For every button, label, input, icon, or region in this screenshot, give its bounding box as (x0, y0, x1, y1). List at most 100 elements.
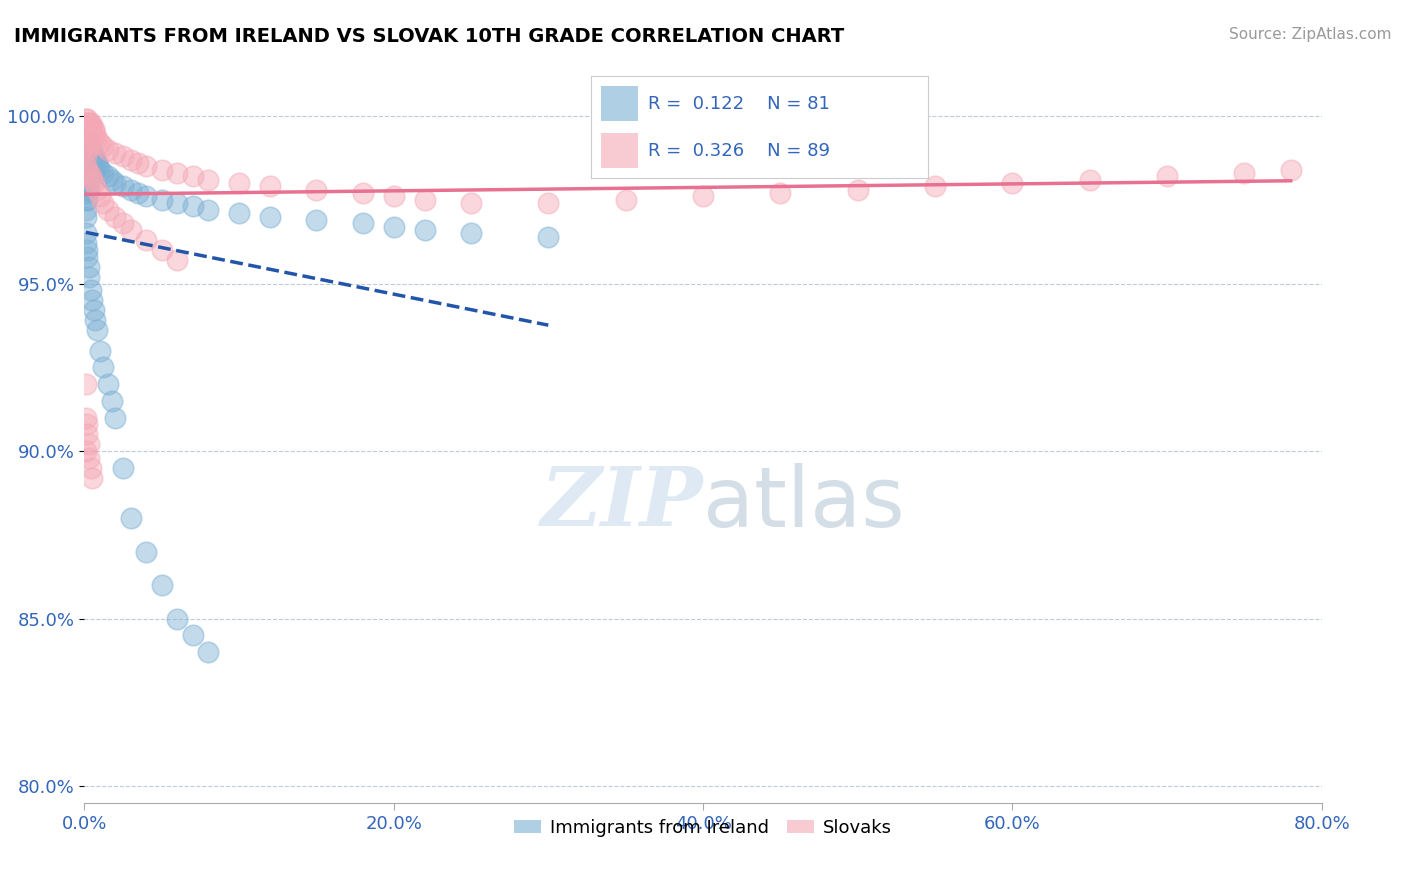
Point (79, 119, 101, 133)
Point (96, 169, 118, 184)
Point (120, 223, 142, 237)
Point (76, 129, 98, 144)
Point (197, 202, 219, 217)
Point (259, 179, 281, 194)
Point (83, 159, 105, 173)
Point (83, 129, 105, 144)
Point (75, 210, 97, 224)
Point (305, 212, 328, 227)
Point (75, 156, 97, 170)
Point (75, 143, 97, 157)
Point (84, 153, 107, 167)
Point (83, 303, 105, 318)
Point (77, 116, 100, 130)
Point (614, 193, 637, 207)
Point (120, 511, 142, 525)
Point (166, 196, 188, 211)
Point (413, 193, 436, 207)
Point (82, 126, 104, 140)
Point (76, 145, 98, 160)
Point (120, 183, 142, 197)
Point (75, 193, 97, 207)
Point (77, 162, 100, 177)
Point (75, 149, 97, 163)
Point (83, 149, 105, 163)
Point (104, 176, 127, 190)
Point (104, 145, 127, 160)
Point (166, 253, 188, 268)
Point (77, 172, 100, 186)
Point (76, 116, 98, 130)
Point (79, 166, 101, 180)
Point (75, 236, 97, 251)
Point (537, 196, 560, 211)
Point (77, 129, 100, 144)
Point (75, 202, 97, 217)
Point (76, 159, 98, 173)
Point (77, 269, 100, 284)
Text: IMMIGRANTS FROM IRELAND VS SLOVAK 10TH GRADE CORRELATION CHART: IMMIGRANTS FROM IRELAND VS SLOVAK 10TH G… (14, 27, 845, 45)
Point (197, 645, 219, 659)
Text: R =  0.326    N = 89: R = 0.326 N = 89 (648, 142, 830, 160)
Point (75, 186, 97, 200)
Point (382, 189, 405, 203)
Point (259, 210, 281, 224)
Point (127, 186, 149, 200)
Point (135, 544, 157, 558)
Point (79, 283, 101, 297)
Point (413, 223, 436, 237)
Point (76, 122, 98, 136)
Point (76, 250, 98, 264)
Point (84, 313, 107, 327)
Text: ZIP: ZIP (540, 463, 703, 543)
Point (79, 460, 101, 475)
Point (76, 193, 98, 207)
Point (228, 176, 250, 190)
Point (112, 216, 135, 230)
Point (104, 410, 127, 425)
Point (75, 139, 97, 153)
Point (75, 227, 97, 241)
Point (89, 162, 111, 177)
Point (1078, 172, 1101, 186)
Point (84, 126, 107, 140)
Point (75, 444, 97, 458)
Point (77, 139, 100, 153)
Point (76, 136, 98, 150)
Point (91, 139, 114, 153)
Point (352, 186, 374, 200)
Point (83, 122, 105, 136)
Text: Source: ZipAtlas.com: Source: ZipAtlas.com (1229, 27, 1392, 42)
Point (1156, 169, 1178, 184)
Point (79, 169, 101, 184)
Bar (600, 133, 638, 168)
Point (228, 206, 250, 220)
Point (150, 578, 173, 592)
Point (82, 471, 104, 485)
Point (86, 156, 108, 170)
Point (82, 132, 104, 146)
Point (150, 243, 173, 257)
Point (769, 186, 792, 200)
Point (197, 172, 219, 186)
Text: atlas: atlas (703, 463, 904, 543)
Legend: Immigrants from Ireland, Slovaks: Immigrants from Ireland, Slovaks (506, 812, 900, 844)
Point (75, 149, 97, 163)
Point (76, 243, 98, 257)
Point (82, 172, 104, 186)
Point (76, 417, 98, 432)
Point (83, 176, 105, 190)
Point (75, 143, 97, 157)
Point (77, 136, 100, 150)
Point (82, 162, 104, 177)
Point (79, 126, 101, 140)
Point (79, 116, 101, 130)
Point (91, 360, 114, 375)
Point (77, 119, 100, 133)
Point (76, 166, 98, 180)
Point (79, 132, 101, 146)
Point (181, 199, 204, 213)
Point (537, 229, 560, 244)
Point (75, 122, 97, 136)
Point (135, 159, 157, 173)
